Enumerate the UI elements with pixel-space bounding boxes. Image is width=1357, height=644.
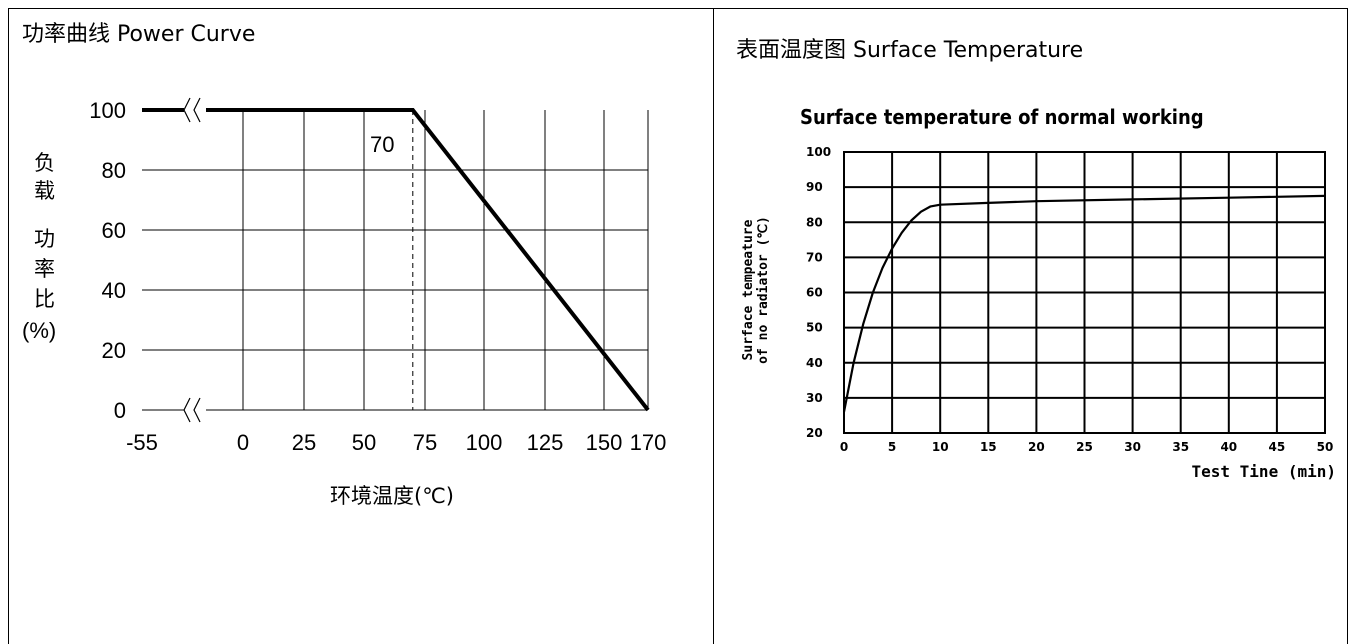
x-axis-label: Test Tine (min) <box>1192 462 1337 481</box>
y-tick-label: 30 <box>806 391 823 405</box>
power-curve-title: 功率曲线 Power Curve <box>22 22 256 47</box>
axis-break-mark <box>193 97 201 123</box>
surface-temperature-title: 表面温度图 Surface Temperature <box>736 38 1084 63</box>
y-axis-label: 负 载 功 率 比 (%) <box>22 151 56 343</box>
y-tick-label: 40 <box>806 356 823 370</box>
surface-temperature-grid <box>843 151 1326 434</box>
y-tick-label: 20 <box>806 426 823 440</box>
x-tick-label: 75 <box>413 430 437 455</box>
y-axis-label-char: 负 <box>34 151 55 175</box>
chart-title: Surface temperature of normal working <box>800 105 1204 129</box>
derating-point-label: 70 <box>370 132 394 157</box>
y-axis-label: Surface tempeature of no radiator (℃) <box>741 216 771 364</box>
y-tick-label: 0 <box>114 398 126 423</box>
x-tick-label: 25 <box>1076 440 1093 454</box>
y-tick-label: 100 <box>89 98 126 123</box>
x-tick-label: 0 <box>840 440 848 454</box>
y-tick-label: 80 <box>102 158 126 183</box>
y-axis-label-char: 比 <box>34 287 55 311</box>
y-tick-label: 80 <box>806 215 823 229</box>
surface-temperature-series <box>842 194 1326 413</box>
x-tick-label: 15 <box>980 440 997 454</box>
power-curve-grid <box>142 97 649 423</box>
x-tick-label: -55 <box>126 430 158 455</box>
y-tick-label: 70 <box>806 250 823 264</box>
y-axis-label-line: of no radiator (℃) <box>756 216 771 364</box>
y-tick-label: 60 <box>102 218 126 243</box>
y-axis-label-char: 功 <box>34 227 55 251</box>
y-axis-label-char: 载 <box>34 179 55 203</box>
x-tick-label: 50 <box>1317 440 1334 454</box>
x-tick-label: 50 <box>352 430 376 455</box>
y-tick-label: 20 <box>102 338 126 363</box>
axis-break-mark <box>183 397 191 423</box>
temperature-curve-line <box>842 194 1326 413</box>
y-tick-label: 40 <box>102 278 126 303</box>
panel-divider <box>713 8 714 644</box>
x-axis-label: 环境温度(℃) <box>330 484 454 508</box>
x-tick-label: 25 <box>292 430 316 455</box>
surface-temperature-ticks: 20 30 40 50 60 70 80 90 100 0 5 10 15 20 25 30 35 40 45 50 <box>806 145 1333 454</box>
y-tick-label: 100 <box>806 145 831 159</box>
y-tick-label: 50 <box>806 321 823 335</box>
x-tick-label: 35 <box>1172 440 1189 454</box>
x-tick-label: 10 <box>932 440 949 454</box>
x-tick-label: 45 <box>1269 440 1286 454</box>
x-tick-label: 30 <box>1124 440 1141 454</box>
x-tick-label: 40 <box>1220 440 1237 454</box>
axis-break-mark <box>193 397 201 423</box>
power-curve-line <box>206 108 650 412</box>
y-axis-label-char: (%) <box>22 318 56 343</box>
x-tick-label: 125 <box>527 430 564 455</box>
x-tick-label: 100 <box>466 430 503 455</box>
y-axis-label-line: Surface tempeature <box>741 219 756 360</box>
y-axis-label-char: 率 <box>34 257 55 281</box>
y-tick-label: 90 <box>806 180 823 194</box>
y-tick-label: 60 <box>806 286 823 300</box>
x-tick-label: 150 <box>586 430 623 455</box>
x-tick-label: 170 <box>630 430 667 455</box>
power-curve-series <box>142 108 650 412</box>
x-tick-label: 0 <box>237 430 249 455</box>
x-tick-label: 5 <box>888 440 896 454</box>
page-frame <box>8 8 1348 644</box>
x-tick-label: 20 <box>1028 440 1045 454</box>
